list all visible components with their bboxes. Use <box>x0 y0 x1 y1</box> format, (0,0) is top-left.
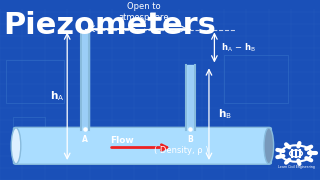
Text: h$_\mathsf{A}$ $-$ h$_\mathsf{B}$: h$_\mathsf{A}$ $-$ h$_\mathsf{B}$ <box>221 41 256 54</box>
Bar <box>6 60 64 103</box>
Text: Piezometers: Piezometers <box>3 11 216 40</box>
Text: h$_\mathsf{A}$: h$_\mathsf{A}$ <box>50 89 64 103</box>
FancyBboxPatch shape <box>13 127 271 164</box>
Bar <box>13 117 45 137</box>
Text: h$_\mathsf{B}$: h$_\mathsf{B}$ <box>218 107 232 121</box>
Circle shape <box>290 150 302 157</box>
Text: Flow: Flow <box>110 136 134 145</box>
Ellipse shape <box>264 128 274 164</box>
Text: B: B <box>188 135 193 144</box>
Text: A: A <box>82 135 88 144</box>
Text: Learn Civil Engineering: Learn Civil Engineering <box>278 165 314 169</box>
Ellipse shape <box>11 128 21 164</box>
Text: Open to
atmosphere: Open to atmosphere <box>119 2 169 22</box>
Bar <box>224 55 288 103</box>
Text: ( Density, ρ ): ( Density, ρ ) <box>154 147 208 156</box>
